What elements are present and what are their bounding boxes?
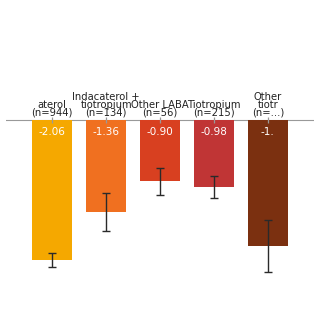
Text: (n=56): (n=56) bbox=[142, 108, 178, 117]
Text: aterol: aterol bbox=[38, 100, 67, 110]
Text: -1.36: -1.36 bbox=[92, 127, 120, 137]
Text: -1.: -1. bbox=[261, 127, 275, 137]
Text: -0.98: -0.98 bbox=[200, 127, 227, 137]
Text: Other: Other bbox=[254, 92, 282, 102]
Text: -0.90: -0.90 bbox=[147, 127, 173, 137]
Text: (n=134): (n=134) bbox=[85, 108, 127, 117]
Text: (n=215): (n=215) bbox=[193, 108, 235, 117]
Bar bbox=[32, 120, 72, 260]
Text: Tiotropium: Tiotropium bbox=[187, 100, 241, 110]
Bar bbox=[140, 120, 180, 181]
Text: (n=944): (n=944) bbox=[32, 108, 73, 117]
Bar bbox=[248, 120, 288, 246]
Text: Other LABA: Other LABA bbox=[131, 100, 189, 110]
Bar bbox=[194, 120, 234, 187]
Bar bbox=[86, 120, 126, 212]
Text: -2.06: -2.06 bbox=[39, 127, 66, 137]
Text: (n=...): (n=...) bbox=[252, 108, 284, 117]
Text: Indacaterol +: Indacaterol + bbox=[72, 92, 140, 102]
Text: tiotropium: tiotropium bbox=[80, 100, 132, 110]
Text: tiotr: tiotr bbox=[257, 100, 278, 110]
